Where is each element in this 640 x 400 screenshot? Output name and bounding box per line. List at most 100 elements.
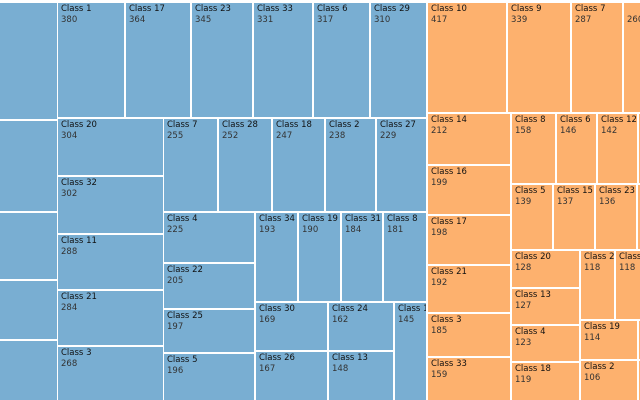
treemap-cell-group-b-unlabeled <box>638 360 640 400</box>
cell-label: Class 19 <box>302 214 338 224</box>
cell-value: 196 <box>167 366 184 376</box>
treemap-cell-group-a-unlabeled <box>0 280 58 340</box>
cell-value: 247 <box>276 131 293 141</box>
cell-label: Class 20 <box>61 120 97 130</box>
cell-label: Class 4 <box>515 327 546 337</box>
cell-label: Class 23 <box>599 186 635 196</box>
treemap-cell-group-a-class-28: Class 28 252 <box>218 118 272 212</box>
cell-label: Class 12 <box>398 304 426 314</box>
cell-value: 205 <box>167 276 184 286</box>
cell-label: Class 17 <box>129 4 165 14</box>
cell-value: 162 <box>332 315 349 325</box>
cell-value: 284 <box>61 303 78 313</box>
cell-label: Class 32 <box>61 178 97 188</box>
cell-label: Class 26 <box>259 353 295 363</box>
cell-label: Class 20 <box>515 252 551 262</box>
treemap-cell-group-a-class-6: Class 6 317 <box>313 2 370 118</box>
cell-label: Class 27 <box>380 120 416 130</box>
cell-value: 364 <box>129 15 146 25</box>
treemap-cell-group-b-class-8: Class 8 158 <box>511 113 556 184</box>
cell-value: 136 <box>599 197 616 207</box>
treemap-cell-group-a-class-17: Class 17 364 <box>125 2 191 118</box>
cell-label: Class 21 <box>431 267 467 277</box>
cell-label: Class 2 <box>329 120 360 130</box>
treemap-cell-group-a-class-26: Class 26 167 <box>255 351 328 400</box>
treemap-cell-group-a-class-4: Class 4 225 <box>163 212 255 263</box>
treemap-cell-group-a-class-20: Class 20 304 <box>57 118 164 176</box>
treemap-cell-group-b-class-27: Class 27118 <box>580 250 615 320</box>
cell-label: Class 7 <box>167 120 198 130</box>
cell-label: Class 1 <box>61 4 92 14</box>
cell-label: Class 24 <box>332 304 368 314</box>
cell-value: 146 <box>560 126 577 136</box>
treemap-cell-group-a-class-3: Class 3 268 <box>57 346 164 400</box>
cell-value: 167 <box>259 364 276 374</box>
cell-label: Class 34 <box>259 214 295 224</box>
cell-value: 139 <box>515 197 532 207</box>
cell-label: Class 8 <box>515 115 546 125</box>
treemap-cell-group-a-class-5: Class 5 196 <box>163 353 255 400</box>
treemap-cell-group-b-class-2: Class 2 106 <box>580 360 638 400</box>
cell-label: Class 5 <box>515 186 546 196</box>
cell-label: Class 19 <box>584 322 620 332</box>
cell-value: 142 <box>601 126 618 136</box>
cell-label: Class 14 <box>431 115 467 125</box>
cell-value: 192 <box>431 278 448 288</box>
cell-value: 225 <box>167 225 184 235</box>
treemap-cell-group-a-class-22: Class 22 205 <box>163 263 255 309</box>
treemap-cell-group-b-class-15: Class 15 137 <box>553 184 595 250</box>
cell-value: 339 <box>511 15 528 25</box>
treemap-cell-group-b-class-5: Class 5 139 <box>511 184 553 250</box>
treemap-cell-group-a-class-27: Class 27 229 <box>376 118 427 212</box>
cell-label: Class 29 <box>374 4 410 14</box>
cell-value: 159 <box>431 370 448 380</box>
treemap-cell-group-a-class-30: Class 30 169 <box>255 302 328 351</box>
cell-label: Class 33 <box>257 4 293 14</box>
treemap-cell-group-b-class-19: Class 19 114 <box>580 320 638 360</box>
cell-value: 302 <box>61 189 78 199</box>
cell-label: Class 13 <box>332 353 368 363</box>
cell-label: Class 21 <box>61 292 97 302</box>
treemap-cell-group-b-class-21: Class 21 192 <box>427 265 511 313</box>
cell-value: 229 <box>380 131 397 141</box>
cell-value: 185 <box>431 326 448 336</box>
cell-label: Class 23 <box>195 4 231 14</box>
treemap-cell-group-b-class-7: Class 7 287 <box>571 2 623 113</box>
cell-value: 190 <box>302 225 319 235</box>
cell-value: 137 <box>557 197 574 207</box>
treemap-cell-group-b-class-6: Class 6 146 <box>556 113 597 184</box>
cell-label: Class 31 <box>345 214 381 224</box>
cell-value: 169 <box>259 315 276 325</box>
cell-value: 119 <box>515 375 532 385</box>
treemap-cell-group-a-class-2: Class 2 238 <box>325 118 376 212</box>
cell-label: Class 12 <box>601 115 637 125</box>
treemap-cell-group-a-class-33: Class 33 331 <box>253 2 313 118</box>
cell-label: Class 25 <box>167 311 203 321</box>
cell-value: 145 <box>398 315 415 325</box>
treemap-cell-group-b-class-18: Class 18 119 <box>511 362 580 400</box>
cell-value: 118 <box>619 263 636 273</box>
treemap-cell-group-a-class-32: Class 32 302 <box>57 176 164 234</box>
treemap-cell-group-b-class-23: Class 23 136 <box>595 184 637 250</box>
cell-value: 212 <box>431 126 448 136</box>
cell-value: 252 <box>222 131 239 141</box>
cell-value: 260 <box>627 15 640 25</box>
treemap-cell-group-a-class-13: Class 13 148 <box>328 351 394 400</box>
cell-label: Class 6 <box>317 4 348 14</box>
treemap-cell-group-a-class-34: Class 34 193 <box>255 212 298 302</box>
treemap-cell-group-b-class-4: Class 4 123 <box>511 325 580 362</box>
treemap-cell-group-b-class-17: Class 17 198 <box>427 215 511 265</box>
cell-value: 198 <box>431 228 448 238</box>
cell-value: 331 <box>257 15 274 25</box>
treemap-cell-group-b-unlabeled: 260 <box>623 2 640 113</box>
cell-label: Class 18 <box>276 120 312 130</box>
cell-value: 310 <box>374 15 391 25</box>
cell-label: Class 3 <box>431 315 462 325</box>
treemap-cell-group-a-class-23: Class 23 345 <box>191 2 253 118</box>
cell-value: 181 <box>387 225 404 235</box>
treemap-cell-group-b-class-14: Class 14 212 <box>427 113 511 165</box>
treemap-cell-group-b-class-10: Class 10 417 <box>427 2 507 113</box>
cell-label: Class 10 <box>431 4 467 14</box>
cell-value: 118 <box>584 263 601 273</box>
